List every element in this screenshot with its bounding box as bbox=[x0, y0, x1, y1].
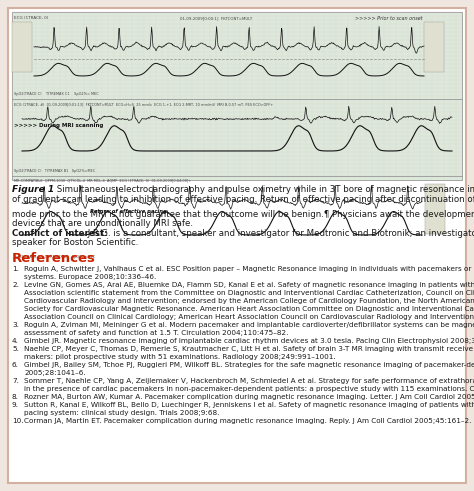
Text: MR-COMPATIBLE  QPPM-1030  QTYCOL-4  MR MCL-4  AQMP  ECG (1TRACE, 0)  01-09-2009[: MR-COMPATIBLE QPPM-1030 QTYCOL-4 MR MCL-… bbox=[14, 178, 191, 182]
Text: 8.: 8. bbox=[12, 394, 19, 400]
Text: Gimbel JR. Magnetic resonance imaging of implantable cardiac rhythm devices at 3: Gimbel JR. Magnetic resonance imaging of… bbox=[24, 338, 474, 344]
Text: ECG (1TRACE, #)  01-09-2009[0:01:13]  FKTCONT=MULT  ECG=H=S  25 mm/s  ECG 1-+1, : ECG (1TRACE, #) 01-09-2009[0:01:13] FKTC… bbox=[14, 102, 273, 106]
Text: Association Council on Clinical Cardiology; American Heart Association Council o: Association Council on Clinical Cardiolo… bbox=[24, 314, 474, 320]
Text: assessment of safety and function at 1.5 T. Circulation 2004;110:475–82.: assessment of safety and function at 1.5… bbox=[24, 330, 288, 336]
Text: 6.: 6. bbox=[12, 362, 19, 368]
Text: SpO2(TRACE C)   TITREMAX B1   SpO2%=MEC: SpO2(TRACE C) TITREMAX B1 SpO2%=MEC bbox=[14, 255, 95, 259]
Text: devices that are unconditionally MRI safe.: devices that are unconditionally MRI saf… bbox=[12, 219, 193, 228]
Text: 2.: 2. bbox=[12, 282, 19, 288]
Text: Roguin A, Schwitter J, Vahlhaus C et al. ESC Position paper – Magnetic Resonance: Roguin A, Schwitter J, Vahlhaus C et al.… bbox=[24, 266, 474, 272]
Text: 1.: 1. bbox=[12, 266, 19, 272]
Bar bbox=[12, 22, 32, 72]
Bar bbox=[12, 12, 462, 180]
Text: References: References bbox=[12, 252, 96, 265]
Text: in the presence of cardiac pacemakers in non-pacemaker-dependent patients: a pro: in the presence of cardiac pacemakers in… bbox=[24, 386, 474, 392]
Text: SpO2(TRACE C)   TITREMAX B1   SpO2%=MEC: SpO2(TRACE C) TITREMAX B1 SpO2%=MEC bbox=[14, 169, 95, 173]
Text: 5.: 5. bbox=[12, 346, 19, 352]
Text: Society for Cardiovascular Magnetic Resonance. American Heart Association Commit: Society for Cardiovascular Magnetic Reso… bbox=[24, 306, 474, 312]
Text: Sutton R, Kanal E, Wilkoff BL, Bello D, Luechinger R, Jenniskens I et al. Safety: Sutton R, Kanal E, Wilkoff BL, Bello D, … bbox=[24, 402, 474, 408]
Text: 9.: 9. bbox=[12, 402, 19, 408]
Text: of gradient scan leading to inhibition of effective pacing. Return of effective : of gradient scan leading to inhibition o… bbox=[12, 195, 474, 204]
Text: mode prior to the MRI is not guarantee that the outcome will be benign.¶ Physici: mode prior to the MRI is not guarantee t… bbox=[12, 210, 474, 219]
Text: pacing system: clinical study design. Trials 2008;9:68.: pacing system: clinical study design. Tr… bbox=[24, 410, 219, 416]
Text: Association scientific statement from the Committee on Diagnostic and Interventi: Association scientific statement from th… bbox=[24, 290, 474, 296]
Text: 3.: 3. bbox=[12, 322, 19, 328]
Text: Roguin A, Zviman MI, Meininger G et al. Modern pacemaker and implantable cardiov: Roguin A, Zviman MI, Meininger G et al. … bbox=[24, 322, 474, 328]
Text: SpO2(TRACE C)    TITREMAX C1    SpO2%= MEC: SpO2(TRACE C) TITREMAX C1 SpO2%= MEC bbox=[14, 92, 99, 96]
Text: Simultaneous electrocardiography and pulse oximetry while in 3T bore of magnetic: Simultaneous electrocardiography and pul… bbox=[54, 185, 474, 194]
Text: Naehle CP, Meyer C, Thomas D, Remerie S, Krautmacher C, Litt H et al. Safety of : Naehle CP, Meyer C, Thomas D, Remerie S,… bbox=[24, 346, 474, 352]
Text: 01-09-2009[0:00:1]  FKTCONT=MULT: 01-09-2009[0:00:1] FKTCONT=MULT bbox=[180, 16, 252, 20]
Text: 2005;28:1041–6.: 2005;28:1041–6. bbox=[24, 370, 86, 376]
Text: 10.: 10. bbox=[12, 418, 24, 424]
Text: 7.: 7. bbox=[12, 378, 19, 384]
Text: Corman JA, Martin ET. Pacemaker complication during magnetic resonance imaging. : Corman JA, Martin ET. Pacemaker complica… bbox=[24, 418, 471, 424]
Bar bbox=[425, 184, 445, 234]
Text: Cardiovascular Radiology and Intervention; endorsed by the American College of C: Cardiovascular Radiology and Interventio… bbox=[24, 298, 474, 304]
Text: Sommer T, Naehle CP, Yang A, Zeijlemaker V, Hackenbroch M, Schmiedel A et al. St: Sommer T, Naehle CP, Yang A, Zeijlemaker… bbox=[24, 378, 474, 384]
Text: J.R.G. is a consultant, speaker and investigator for Medtronic and Biotronik; an: J.R.G. is a consultant, speaker and inve… bbox=[85, 229, 474, 238]
Text: Levine GN, Gomes AS, Arai AE, Bluemke DA, Flamm SD, Kanal E et al. Safety of mag: Levine GN, Gomes AS, Arai AE, Bluemke DA… bbox=[24, 282, 474, 288]
Text: Gimbel JR, Bailey SM, Tchoe PJ, Ruggieri PM, Wilkoff BL. Strategies for the safe: Gimbel JR, Bailey SM, Tchoe PJ, Ruggieri… bbox=[24, 362, 474, 368]
Text: Figure 1: Figure 1 bbox=[12, 185, 54, 194]
Text: Conflict of interest:: Conflict of interest: bbox=[12, 229, 108, 238]
Bar bbox=[424, 22, 444, 72]
Text: Rozner MA, Burton AW, Kumar A. Pacemaker complication during magnetic resonance : Rozner MA, Burton AW, Kumar A. Pacemaker… bbox=[24, 394, 474, 400]
Text: systems. Europace 2008;10:336–46.: systems. Europace 2008;10:336–46. bbox=[24, 274, 156, 280]
Text: >>>>> Prior to scan onset: >>>>> Prior to scan onset bbox=[355, 16, 423, 21]
Text: 4.: 4. bbox=[12, 338, 19, 344]
Text: ECG (1TRACE, 0): ECG (1TRACE, 0) bbox=[14, 16, 48, 20]
Text: >>>>> During MRI scanning: >>>>> During MRI scanning bbox=[14, 123, 103, 128]
Text: speaker for Boston Scientific.: speaker for Boston Scientific. bbox=[12, 238, 138, 247]
Text: makers: pilot prospective study with 51 examinations. Radiology 2008;249:991–100: makers: pilot prospective study with 51 … bbox=[24, 354, 336, 360]
Text: Return of effective pacing: Return of effective pacing bbox=[90, 209, 167, 214]
